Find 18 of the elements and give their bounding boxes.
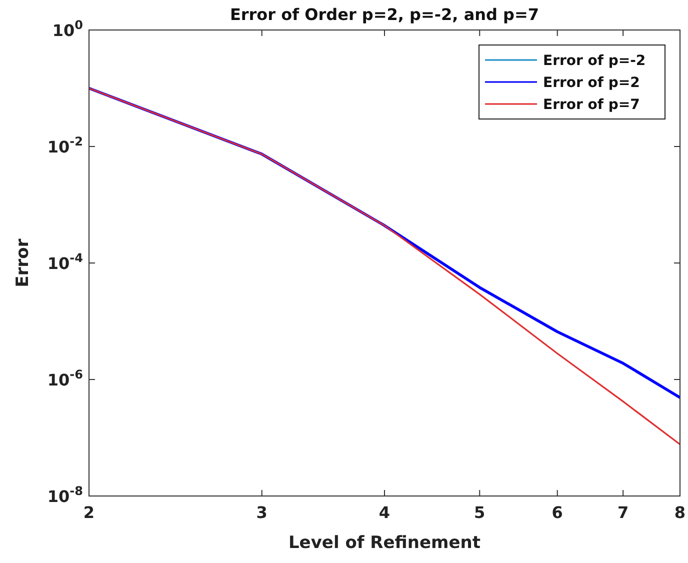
- y-axis-title: Error: [13, 238, 33, 288]
- y-tick-label: 10$^{-4}$: [47, 251, 83, 273]
- y-tick-label: 10$^{-8}$: [47, 484, 83, 506]
- y-tick-label: 10$^{-2}$: [47, 134, 83, 156]
- legend-label: Error of p=7: [543, 97, 640, 113]
- x-tick-label: 5: [474, 503, 486, 522]
- legend-label: Error of p=2: [543, 75, 640, 91]
- x-tick-label: 2: [83, 503, 95, 522]
- x-tick-label: 7: [618, 503, 629, 522]
- legend-label: Error of p=-2: [543, 53, 646, 69]
- y-tick-label: 10$^{0}$: [52, 18, 83, 40]
- x-tick-label: 4: [378, 503, 390, 522]
- x-axis-title: Level of Refinement: [288, 533, 481, 553]
- chart-title: Error of Order p=2, p=-2, and p=7: [230, 5, 540, 24]
- x-tick-label: 6: [552, 503, 563, 522]
- x-tick-label: 8: [674, 503, 686, 522]
- y-tick-label: 10$^{-6}$: [47, 368, 83, 390]
- x-tick-label: 3: [256, 503, 268, 522]
